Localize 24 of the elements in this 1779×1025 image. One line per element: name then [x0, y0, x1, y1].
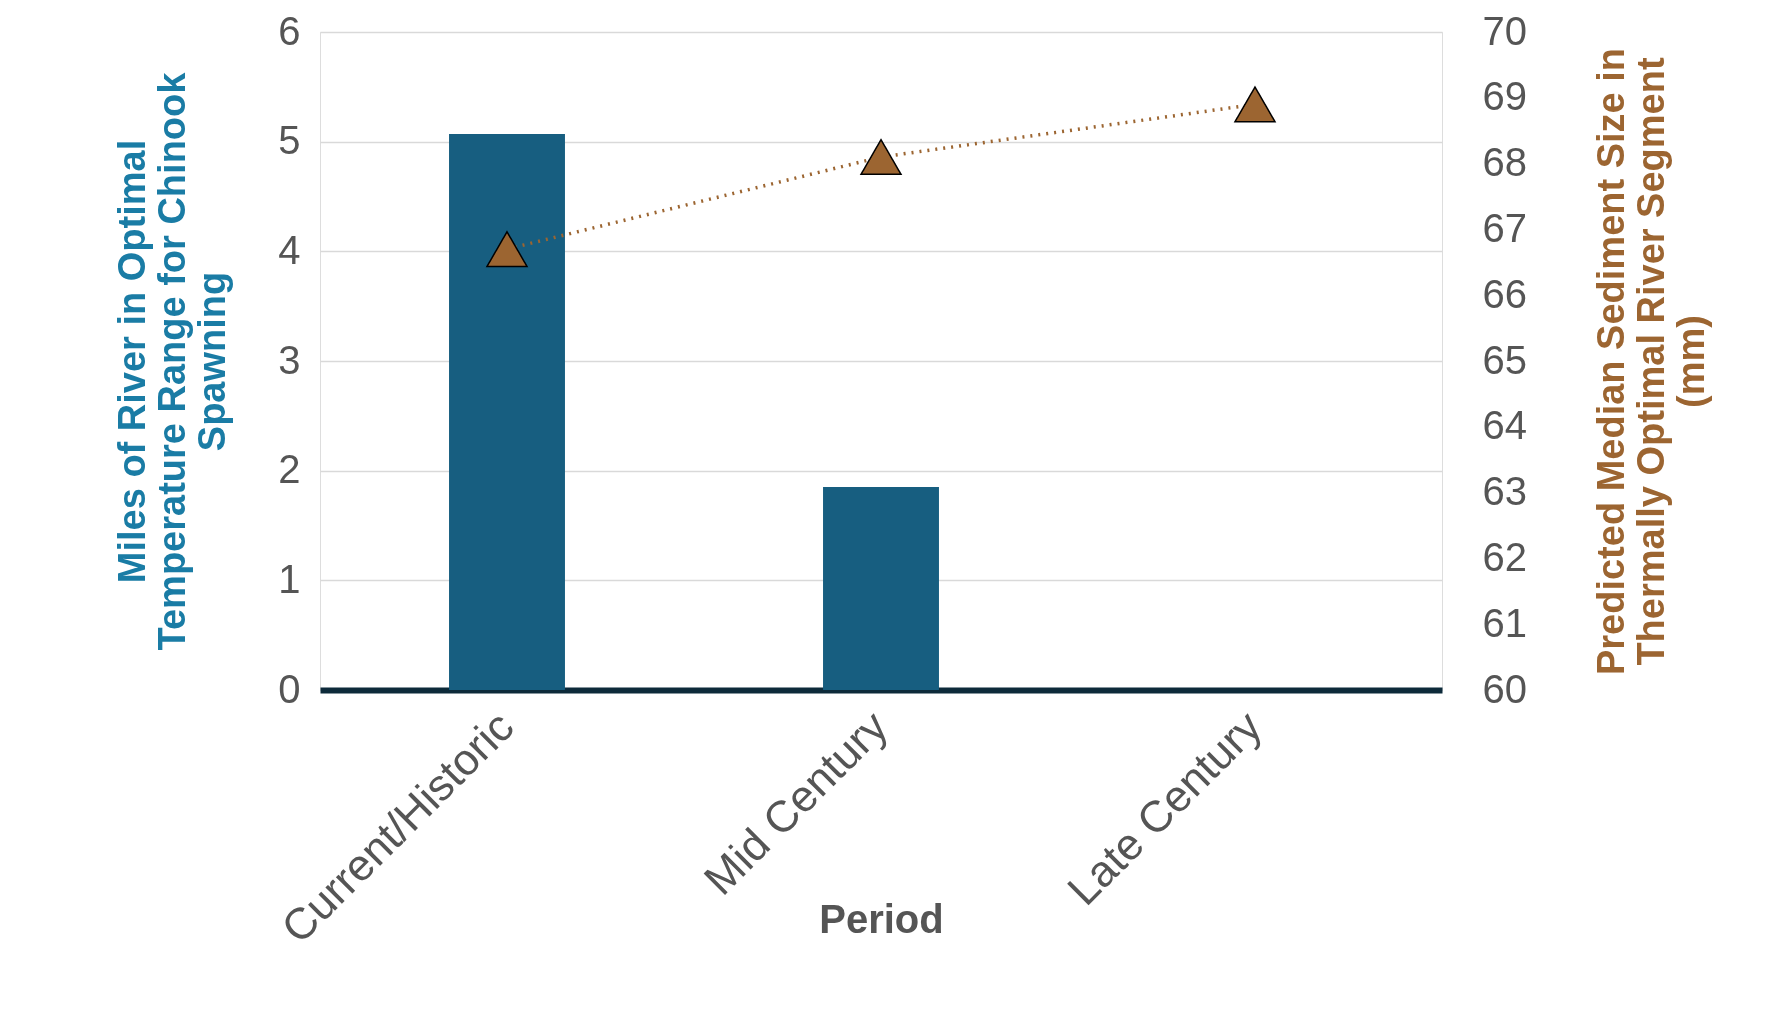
y-axis-title: Miles of River in Optimal Temperature Range for Chinook Spawning — [111, 71, 234, 651]
y2-tick-label: 67 — [1482, 205, 1527, 250]
y2-tick-label: 69 — [1482, 74, 1527, 119]
y2-tick-label: 66 — [1482, 271, 1527, 316]
point — [486, 231, 528, 268]
y-tick-label: 1 — [278, 556, 301, 601]
y2-axis-title: Predicted Median Sediment Size in Thermally Optimal River Segment (mm) — [1589, 47, 1712, 676]
y2-tick-label: 65 — [1482, 337, 1527, 382]
y-tick-label: 4 — [278, 227, 301, 272]
y2-tick-label: 63 — [1482, 469, 1527, 514]
y-tick-label: 3 — [278, 337, 301, 382]
y2-tick-label: 61 — [1482, 600, 1527, 645]
y-tick-label: 0 — [278, 666, 301, 711]
y-tick-label: 2 — [278, 447, 301, 492]
point — [1234, 86, 1276, 123]
y2-tick-label: 64 — [1482, 403, 1527, 448]
y2-tick-label: 60 — [1482, 666, 1527, 711]
y2-tick-label: 62 — [1482, 534, 1527, 579]
y-tick-label: 5 — [278, 118, 301, 163]
point — [860, 138, 902, 176]
y2-tick-label: 70 — [1482, 8, 1527, 53]
y2-tick-label: 68 — [1482, 140, 1527, 185]
x-axis-title: Period — [819, 896, 944, 941]
y-tick-label: 6 — [278, 8, 301, 53]
